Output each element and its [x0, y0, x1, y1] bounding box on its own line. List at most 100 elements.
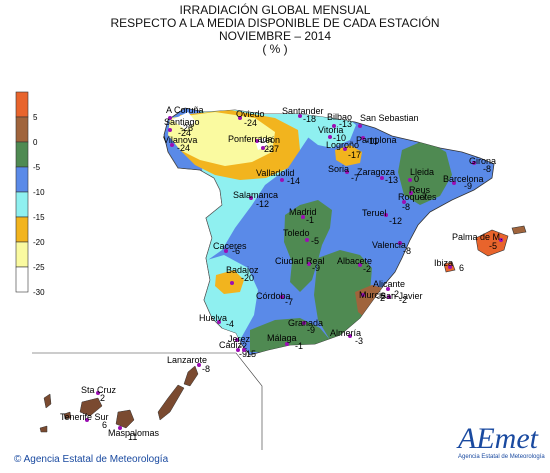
station-name: Girona — [469, 156, 496, 166]
station-marker: Jerez-2 — [228, 334, 251, 351]
station-dot — [249, 196, 253, 200]
station-value: -1 — [306, 215, 314, 225]
station-value: -12 — [256, 199, 269, 209]
station-value: -5 — [489, 241, 497, 251]
station-name: Santiago — [164, 117, 200, 127]
station-name: Huelva — [199, 313, 227, 323]
station-marker: Santiago-24 — [164, 117, 200, 138]
station-marker: Badajoz-20 — [226, 265, 259, 285]
contour-green-south — [250, 318, 330, 352]
station-marker: San Sebastian — [358, 113, 419, 128]
lanzarote-island — [183, 365, 199, 387]
legend: 5 0 -5 -10 -15 -20 -25 -30 — [15, 91, 45, 297]
station-dot — [408, 178, 412, 182]
el-hierro-island — [39, 425, 48, 433]
la-gomera-island — [63, 411, 72, 420]
station-value: -3 — [355, 336, 363, 346]
station-value: -2 — [391, 289, 399, 299]
station-marker: Oviedo-24 — [236, 109, 265, 128]
station-name: San Javier — [380, 291, 423, 301]
station-dot — [452, 181, 456, 185]
station-value: 6 — [459, 263, 464, 273]
station-marker: Vitoria-10 — [318, 125, 346, 143]
station-marker: Teruel-12 — [362, 208, 402, 226]
station-value: -8 — [402, 202, 410, 212]
station-marker: Roquetes-8 — [398, 192, 437, 212]
agency-icon: © — [14, 454, 24, 465]
station-dot — [307, 262, 311, 266]
footer-agency-text: Agencia Estatal de Meteorología — [23, 454, 169, 465]
station-marker: -15 — [242, 348, 256, 359]
contour-orange-logrono — [335, 145, 362, 166]
station-value: 11 — [128, 432, 137, 442]
station-name: León — [260, 135, 280, 145]
station-name: Vitoria — [318, 125, 343, 135]
station-marker: Cádiz-9 — [219, 340, 247, 359]
station-dot — [301, 215, 305, 219]
station-dot — [343, 147, 347, 151]
station-dot — [96, 391, 100, 395]
station-value: -1 — [295, 341, 303, 351]
station-dot — [398, 241, 402, 245]
station-name: Zaragoza — [357, 167, 395, 177]
station-marker: Valladolid-14 — [256, 168, 300, 186]
legend-label: -5 — [33, 163, 41, 172]
station-dot — [285, 342, 289, 346]
station-value: -11 — [366, 136, 378, 146]
station-value: -17 — [348, 150, 361, 160]
station-value: -2 — [377, 293, 385, 303]
station-marker: Alicante-2 — [373, 279, 405, 299]
station-value: -13 — [385, 175, 398, 185]
legend-swatch — [15, 91, 29, 118]
station-name: Tenerife Sur — [60, 412, 109, 422]
station-name: Palma de M. — [452, 232, 503, 242]
contour-cyan-southwest — [200, 255, 258, 340]
legend-swatch — [15, 266, 29, 293]
aemet-logo: AEmet Agencia Estatal de Meteorología — [456, 422, 545, 460]
station-name: Ponferrada — [228, 134, 273, 144]
station-marker: Lanzarote-8 — [167, 355, 210, 374]
station-dot — [384, 213, 388, 217]
station-dot — [358, 124, 362, 128]
legend-swatch — [15, 141, 29, 168]
station-name: Ibiza — [434, 258, 453, 268]
map-title-line3: NOVIEMBRE – 2014 — [218, 29, 332, 43]
station-dot — [345, 170, 349, 174]
station-value: -7 — [351, 173, 359, 183]
station-dot — [261, 146, 265, 150]
station-dot — [305, 238, 309, 242]
station-name: Teruel — [362, 208, 387, 218]
station-marker: Barcelona-9 — [443, 174, 484, 191]
station-dot — [386, 287, 390, 291]
station-marker: Huelva-4 — [199, 313, 234, 329]
station-name: Lleida — [410, 167, 434, 177]
station-name: Pamplona — [356, 135, 397, 145]
station-dot — [409, 191, 413, 195]
station-dot — [448, 265, 452, 269]
station-dot — [348, 334, 352, 338]
station-name: Santander — [282, 106, 324, 116]
station-marker: Ponferrada-23 — [228, 134, 274, 154]
station-marker: Zaragoza-13 — [357, 167, 398, 185]
station-dot — [387, 295, 391, 299]
legend-label: 5 — [33, 113, 38, 122]
gran-canaria-island — [115, 409, 135, 429]
station-value: -8 — [202, 364, 210, 374]
station-name: Granada — [288, 318, 323, 328]
fuerteventura-island — [157, 384, 185, 421]
station-value: -2 — [399, 295, 407, 305]
station-name: Caceres — [213, 241, 247, 251]
station-marker: Ciudad Real-9 — [275, 256, 325, 273]
station-name: Lanzarote — [167, 355, 207, 365]
station-marker: San Javier-2 — [380, 291, 423, 305]
station-dot — [402, 200, 406, 204]
contour-orange-badajoz — [215, 270, 244, 294]
station-value: -5 — [311, 236, 319, 246]
station-name: Madrid — [289, 207, 317, 217]
station-value: -24 — [177, 143, 190, 153]
station-name: Ciudad Real — [275, 256, 325, 266]
legend-swatch — [15, 191, 29, 218]
station-value: -8 — [483, 164, 491, 174]
